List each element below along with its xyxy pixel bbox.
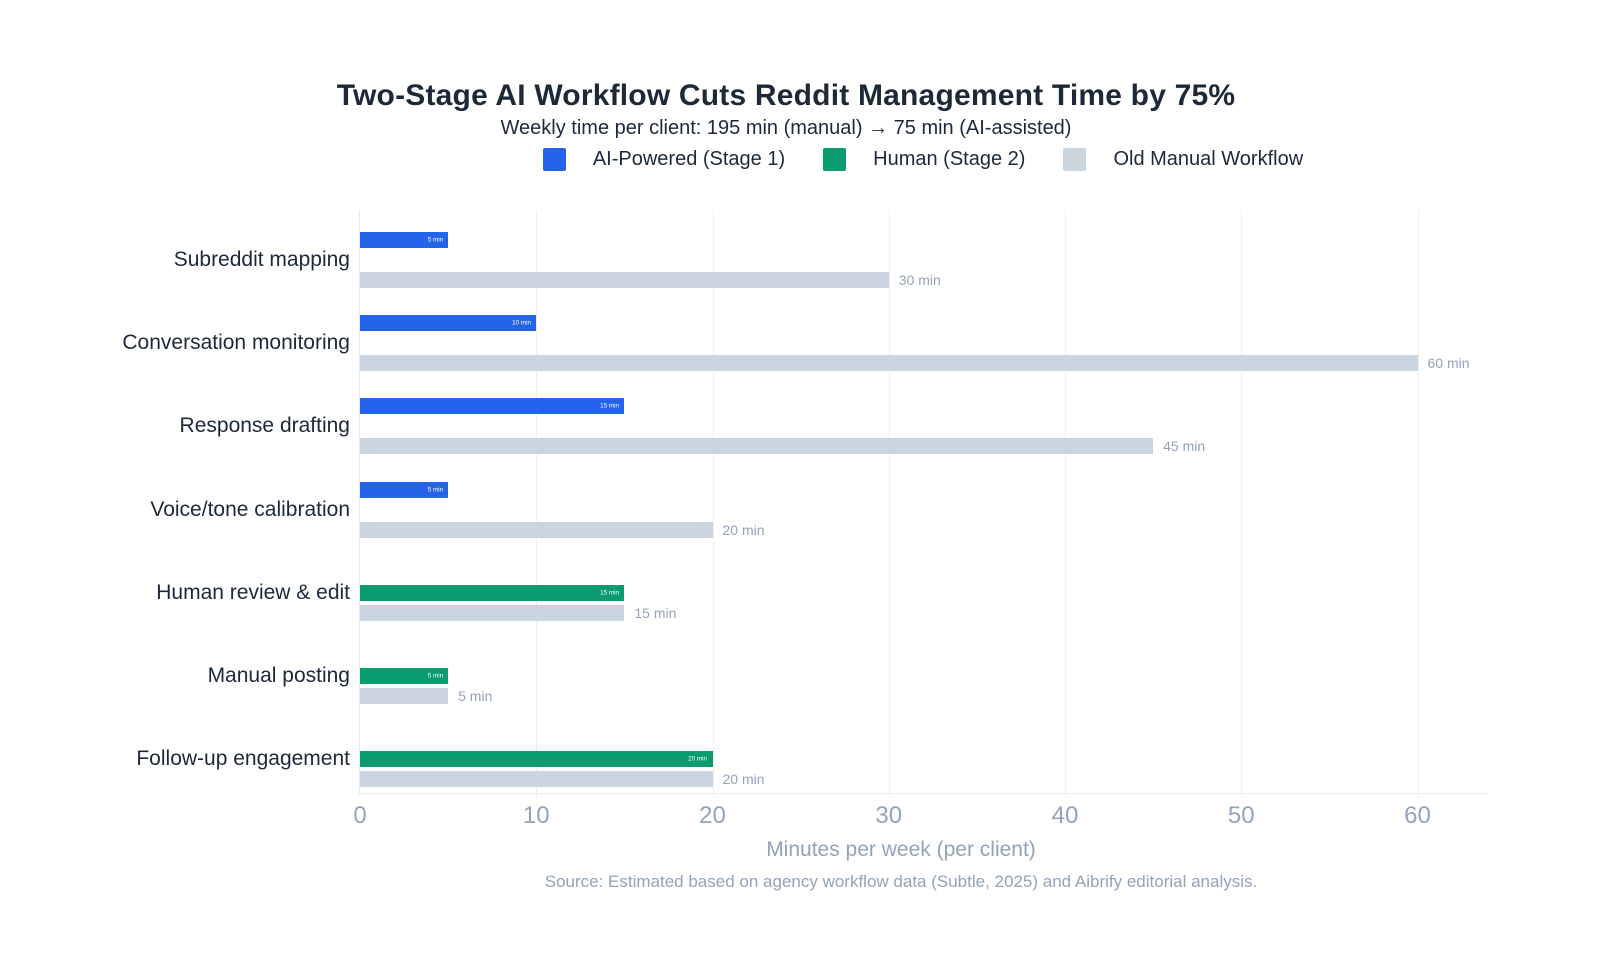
bar-ai: 15 min <box>360 398 625 415</box>
category-label: Response drafting <box>179 414 350 438</box>
plot-area: 0 10 20 30 40 50 60 5 min 30 min 10 min 60 min 15 m… <box>353 210 1488 829</box>
bar-old: 20 min <box>360 771 765 788</box>
legend-swatch-human <box>823 147 847 171</box>
legend-item-ai: AI-Powered (Stage 1) <box>542 147 786 171</box>
gridline <box>712 210 714 798</box>
x-tick-label: 60 <box>1404 802 1431 829</box>
bar-value-label: 5 min <box>427 486 444 493</box>
chart-subtitle: Weekly time per client: 195 min (manual)… <box>500 117 1072 139</box>
bar-human: 20 min <box>360 751 713 768</box>
legend: AI-Powered (Stage 1) Human (Stage 2) Old M… <box>359 146 1487 172</box>
bar-old: 45 min <box>360 438 1205 455</box>
gridline <box>536 210 538 798</box>
bar-old: 5 min <box>360 688 492 704</box>
bar-value-label: 15 min <box>634 604 677 621</box>
bar-value-label: 20 min <box>722 521 765 538</box>
category-label: Manual posting <box>207 664 350 687</box>
bar-value-label: 5 min <box>458 688 493 704</box>
category-axis: Subreddit mapping Conversation monitoring… <box>0 210 350 793</box>
x-axis-title: Minutes per week (per client) <box>766 838 1036 861</box>
category-label: Follow-up engagement <box>136 747 350 771</box>
legend-item-human: Human (Stage 2) <box>823 147 1026 171</box>
bar-old: 20 min <box>360 521 765 538</box>
x-tick-label: 40 <box>1051 802 1079 829</box>
bar-human: 5 min <box>360 668 449 684</box>
gridline <box>888 210 890 798</box>
bar-human: 15 min <box>360 584 625 601</box>
legend-label: AI-Powered (Stage 1) <box>592 147 786 170</box>
category-label: Conversation monitoring <box>122 331 350 355</box>
bar-old: 15 min <box>360 604 676 621</box>
bar-value-label: 15 min <box>600 589 620 596</box>
gridline <box>1417 210 1419 798</box>
bar-value-label: 5 min <box>427 672 444 680</box>
legend-label: Old Manual Workflow <box>1113 147 1304 170</box>
bar-old: 30 min <box>360 272 941 288</box>
x-tick-label: 20 <box>699 802 726 829</box>
bar-ai: 5 min <box>360 232 449 248</box>
category-label: Human review & edit <box>156 580 350 604</box>
legend-swatch-ai <box>542 147 566 171</box>
category-label: Subreddit mapping <box>173 248 350 271</box>
source-note: Source: Estimated based on agency workfl… <box>544 872 1258 891</box>
legend-label: Human (Stage 2) <box>873 147 1026 170</box>
bar-ai: 10 min <box>360 315 537 332</box>
bar-value-label: 10 min <box>512 320 532 327</box>
bar-value-label: 15 min <box>600 403 620 410</box>
bar-value-label: 60 min <box>1427 355 1470 372</box>
x-tick-label: 10 <box>522 802 550 829</box>
bar-value-label: 20 min <box>688 756 708 763</box>
x-tick-label: 0 <box>353 802 367 829</box>
x-tick-label: 50 <box>1227 802 1255 829</box>
bar-ai: 5 min <box>360 481 449 498</box>
bar-value-label: 20 min <box>722 771 765 788</box>
gridline <box>1241 210 1243 798</box>
bar-value-label: 30 min <box>898 272 941 288</box>
bar-value-label: 45 min <box>1163 438 1206 455</box>
x-tick-label: 30 <box>875 802 903 829</box>
chart-title: Two-Stage AI Workflow Cuts Reddit Manage… <box>336 79 1236 112</box>
category-label: Voice/tone calibration <box>150 497 350 521</box>
gridline <box>1065 210 1066 798</box>
legend-item-old: Old Manual Workflow <box>1063 147 1304 171</box>
legend-swatch-old <box>1063 147 1087 171</box>
bar-old: 60 min <box>360 355 1470 372</box>
bar-value-label: 5 min <box>427 236 444 244</box>
